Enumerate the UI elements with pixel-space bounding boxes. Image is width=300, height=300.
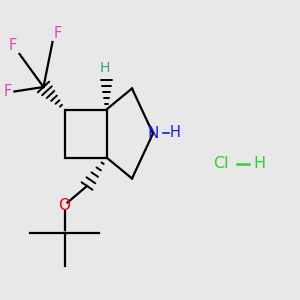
Text: F: F — [3, 84, 11, 99]
Text: H: H — [170, 125, 181, 140]
Text: H: H — [254, 156, 266, 171]
Text: N: N — [147, 126, 159, 141]
Text: H: H — [100, 61, 110, 75]
Text: F: F — [54, 26, 62, 40]
Text: F: F — [8, 38, 16, 52]
Text: Cl: Cl — [213, 156, 228, 171]
Text: O: O — [58, 198, 70, 213]
